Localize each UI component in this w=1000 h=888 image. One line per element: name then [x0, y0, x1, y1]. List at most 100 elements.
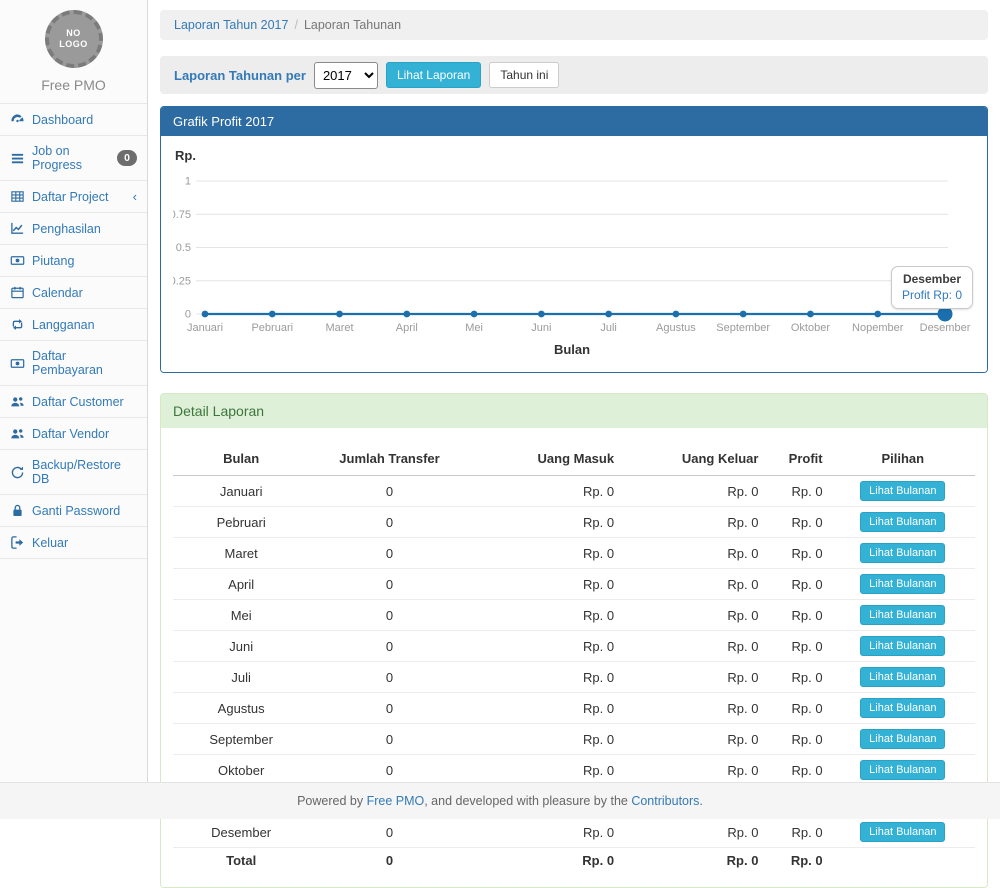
lihat-bulanan-button[interactable]: Lihat Bulanan — [860, 698, 945, 718]
footer-link-free-pmo[interactable]: Free PMO — [367, 794, 425, 808]
sidebar-item-langganan[interactable]: Langganan — [0, 309, 147, 341]
x-tick-label: Agustus — [656, 322, 696, 334]
money-icon — [10, 356, 25, 371]
data-point-Nopember[interactable] — [874, 311, 881, 318]
x-tick-label: Januari — [187, 322, 223, 334]
svg-text:0.5: 0.5 — [176, 242, 191, 254]
money-icon — [10, 253, 25, 268]
chart-panel-title: Grafik Profit 2017 — [161, 107, 987, 136]
table-cell: Rp. 0 — [622, 817, 766, 848]
app-layout: NO LOGO Free PMO DashboardJob on Progres… — [0, 0, 1000, 782]
table-cell: Oktober — [173, 755, 309, 786]
logo-text-line2: LOGO — [59, 39, 88, 50]
lihat-bulanan-button[interactable]: Lihat Bulanan — [860, 481, 945, 501]
sidebar-item-label: Ganti Password — [32, 504, 120, 518]
chevron-left-icon: ‹ — [133, 192, 137, 202]
table-cell: 0 — [309, 817, 469, 848]
data-point-Juli[interactable] — [605, 311, 612, 318]
table-cell: 0 — [309, 600, 469, 631]
data-point-Pebruari[interactable] — [269, 311, 276, 318]
sidebar-item-calendar[interactable]: Calendar — [0, 277, 147, 309]
column-header: Uang Masuk — [470, 442, 622, 476]
table-cell: Rp. 0 — [470, 693, 622, 724]
svg-text:0: 0 — [185, 309, 191, 321]
x-tick-label: Juli — [600, 322, 617, 334]
sidebar-item-label: Piutang — [32, 254, 74, 268]
sidebar-item-penghasilan[interactable]: Penghasilan — [0, 213, 147, 245]
lihat-bulanan-button[interactable]: Lihat Bulanan — [860, 543, 945, 563]
sidebar-item-label: Daftar Project — [32, 190, 108, 204]
x-tick-label: Pebruari — [251, 322, 293, 334]
table-cell: Desember — [173, 817, 309, 848]
x-tick-label: April — [396, 322, 418, 334]
sidebar-item-backup-restore-db[interactable]: Backup/Restore DB — [0, 450, 147, 495]
svg-text:0.75: 0.75 — [173, 209, 191, 221]
data-point-Januari[interactable] — [202, 311, 209, 318]
data-point-Agustus[interactable] — [673, 311, 680, 318]
retweet-icon — [10, 317, 25, 332]
table-cell: 0 — [309, 693, 469, 724]
table-cell: Juni — [173, 631, 309, 662]
table-cell: Rp. 0 — [622, 755, 766, 786]
dashboard-icon — [10, 112, 25, 127]
table-cell: Rp. 0 — [766, 817, 830, 848]
lihat-bulanan-button[interactable]: Lihat Bulanan — [860, 574, 945, 594]
sidebar-item-daftar-project[interactable]: Daftar Project ‹ — [0, 181, 147, 213]
data-point-Oktober[interactable] — [807, 311, 814, 318]
lihat-bulanan-button[interactable]: Lihat Bulanan — [860, 512, 945, 532]
lihat-bulanan-button[interactable]: Lihat Bulanan — [860, 605, 945, 625]
data-point-April[interactable] — [403, 311, 410, 318]
breadcrumb: Laporan Tahun 2017/Laporan Tahunan — [160, 10, 988, 40]
sidebar-item-dashboard[interactable]: Dashboard — [0, 104, 147, 136]
lihat-bulanan-button[interactable]: Lihat Bulanan — [860, 822, 945, 842]
data-point-Juni[interactable] — [538, 311, 545, 318]
svg-text:1: 1 — [185, 176, 191, 188]
breadcrumb-link-laporan-tahun[interactable]: Laporan Tahun 2017 — [174, 18, 288, 32]
table-cell: Maret — [173, 538, 309, 569]
lihat-bulanan-button[interactable]: Lihat Bulanan — [860, 760, 945, 780]
sidebar-item-daftar-vendor[interactable]: Daftar Vendor — [0, 418, 147, 450]
table-cell: 0 — [309, 631, 469, 662]
table-cell: 0 — [309, 476, 469, 507]
table-cell: Rp. 0 — [766, 600, 830, 631]
table-cell: Rp. 0 — [622, 631, 766, 662]
column-header: Uang Keluar — [622, 442, 766, 476]
sidebar-item-keluar[interactable]: Keluar — [0, 527, 147, 559]
sidebar-item-ganti-password[interactable]: Ganti Password — [0, 495, 147, 527]
table-cell: Rp. 0 — [622, 600, 766, 631]
table-total-row: Total0Rp. 0Rp. 0Rp. 0 — [173, 848, 975, 874]
sidebar-item-job-on-progress[interactable]: Job on Progress0 — [0, 136, 147, 181]
x-tick-label: September — [716, 322, 770, 334]
sidebar-item-daftar-customer[interactable]: Daftar Customer — [0, 386, 147, 418]
footer-middle: , and developed with pleasure by the — [424, 794, 631, 808]
table-cell: Rp. 0 — [622, 538, 766, 569]
data-point-September[interactable] — [740, 311, 747, 318]
data-point-Mei[interactable] — [471, 311, 478, 318]
calendar-icon — [10, 285, 25, 300]
action-cell: Lihat Bulanan — [831, 693, 975, 724]
footer-text: Powered by Free PMO, and developed with … — [297, 794, 703, 808]
action-cell: Lihat Bulanan — [831, 662, 975, 693]
sidebar-item-label: Keluar — [32, 536, 68, 550]
table-cell: Rp. 0 — [766, 693, 830, 724]
lihat-bulanan-button[interactable]: Lihat Bulanan — [860, 636, 945, 656]
lihat-bulanan-button[interactable]: Lihat Bulanan — [860, 667, 945, 687]
total-cell: Rp. 0 — [622, 848, 766, 874]
action-cell: Lihat Bulanan — [831, 631, 975, 662]
table-cell: Mei — [173, 600, 309, 631]
column-header: Bulan — [173, 442, 309, 476]
sidebar-item-daftar-pembayaran[interactable]: Daftar Pembayaran — [0, 341, 147, 386]
chart-tooltip: Desember Profit Rp: 0 — [891, 266, 973, 309]
lihat-laporan-button[interactable]: Lihat Laporan — [386, 62, 481, 88]
table-cell: Rp. 0 — [470, 569, 622, 600]
lihat-bulanan-button[interactable]: Lihat Bulanan — [860, 729, 945, 749]
sidebar-item-piutang[interactable]: Piutang — [0, 245, 147, 277]
table-cell: 0 — [309, 755, 469, 786]
tahun-ini-button[interactable]: Tahun ini — [489, 62, 559, 88]
detail-panel-title: Detail Laporan — [161, 394, 987, 428]
footer-link-contributors[interactable]: Contributors — [631, 794, 699, 808]
table-cell: Rp. 0 — [470, 507, 622, 538]
table-cell: Rp. 0 — [766, 507, 830, 538]
year-select[interactable]: 2017 — [314, 62, 378, 89]
data-point-Maret[interactable] — [336, 311, 343, 318]
